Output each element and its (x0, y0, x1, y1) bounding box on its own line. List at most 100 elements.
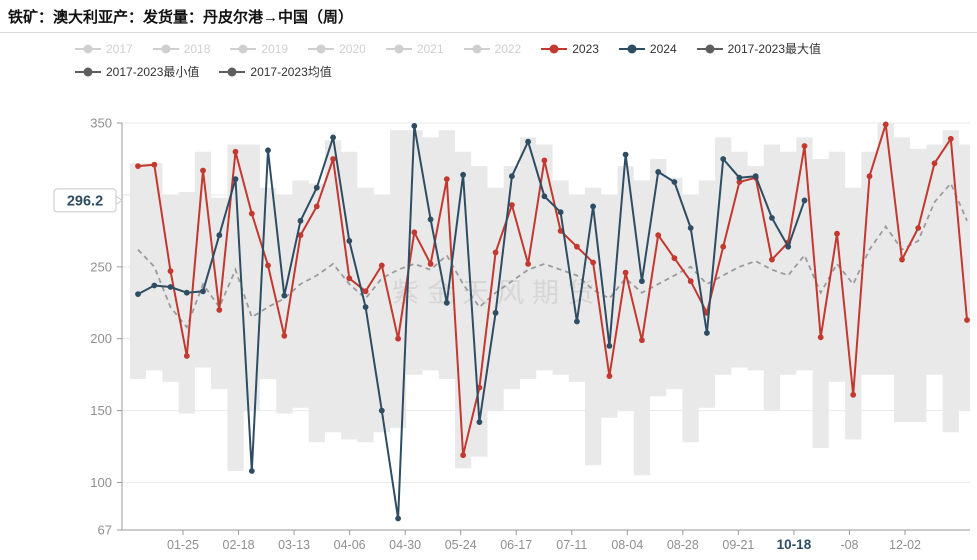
data-point (378, 262, 385, 269)
data-point (281, 332, 288, 339)
series-line-2024 (137, 124, 806, 520)
series-points-2024 (135, 123, 808, 522)
legend-item-max[interactable]: 2017-2023最大值 (696, 40, 822, 57)
legend-row-1: 2017 2018 2019 2020 2021 2022 2023 2024 2017-202… (75, 40, 821, 57)
data-point (574, 318, 580, 325)
data-point (330, 156, 336, 162)
chart-canvas[interactable]: 紫金天风期货 350 250 200 150 100 67 01-25 02-18 03-13 04… (0, 95, 977, 560)
data-point (655, 232, 662, 239)
legend-item-y2021[interactable]: 2021 (385, 41, 444, 56)
y-tick-label: 100 (90, 475, 112, 490)
data-point (346, 238, 353, 244)
legend-label: 2019 (261, 41, 289, 56)
data-point (671, 179, 678, 185)
data-point (736, 174, 743, 181)
legend-item-mean[interactable]: 2017-2023均值 (219, 63, 332, 80)
data-point (590, 259, 596, 266)
watermark: 紫金天风期货 (392, 278, 602, 308)
data-point (720, 156, 727, 162)
data-point (817, 334, 824, 341)
data-point (265, 262, 271, 269)
data-point (639, 337, 645, 344)
data-point (411, 123, 418, 129)
data-point (460, 171, 466, 178)
legend-label: 2021 (416, 41, 444, 56)
current-value-tag-box (53, 188, 117, 213)
data-point (687, 225, 694, 231)
y-tick-label: 250 (90, 259, 112, 274)
legend-marker-icon (385, 44, 412, 53)
x-tick-label: 02-18 (223, 538, 255, 552)
legend-row-2: 2017-2023最小值 2017-2023均值 (75, 63, 332, 80)
data-point (509, 202, 515, 208)
data-point (183, 353, 190, 359)
legend-item-y2020[interactable]: 2020 (308, 42, 366, 56)
data-point (834, 230, 840, 237)
data-point (899, 256, 905, 263)
legend-label: 2024 (649, 41, 677, 56)
data-point (947, 135, 954, 142)
data-point (151, 161, 158, 168)
legend-marker-icon (696, 44, 723, 53)
data-point (313, 203, 320, 210)
data-point (297, 217, 304, 224)
data-point (720, 243, 727, 250)
data-point (801, 143, 808, 149)
data-point (395, 335, 401, 342)
data-point (460, 452, 466, 459)
legend-marker-icon (463, 44, 490, 53)
x-tick-label: 09-21 (722, 538, 754, 552)
x-tick-label: 12-02 (889, 538, 921, 552)
legend-marker-icon (308, 44, 335, 53)
legend-marker-icon (75, 67, 101, 76)
data-point (492, 249, 499, 256)
series-line-2023 (137, 123, 968, 457)
x-tick-label: -08 (840, 538, 858, 552)
x-tick-label: 04-06 (334, 538, 366, 552)
x-tick-label: 03-13 (278, 538, 310, 552)
data-point (525, 261, 531, 267)
legend-item-min[interactable]: 2017-2023最小值 (75, 63, 199, 80)
x-tick-label: 06-17 (500, 538, 532, 552)
data-point (265, 147, 271, 154)
data-point (330, 134, 336, 141)
data-point (167, 284, 174, 290)
x-tick-label: 04-30 (389, 538, 421, 552)
data-point (476, 419, 483, 425)
data-point (411, 229, 418, 236)
data-point (850, 391, 857, 398)
data-point (313, 184, 320, 191)
data-point (443, 299, 450, 306)
data-point (427, 216, 434, 223)
data-point (362, 288, 369, 295)
data-point (395, 515, 401, 522)
legend-marker-icon (541, 44, 568, 53)
data-point (606, 373, 613, 379)
data-point (167, 268, 174, 274)
data-point (964, 317, 970, 323)
data-point (427, 261, 434, 267)
x-tick-label-current: 10-18 (777, 537, 812, 552)
legend-label: 2022 (494, 41, 522, 56)
legend-item-y2024[interactable]: 2024 (618, 41, 677, 56)
data-point (590, 203, 596, 210)
y-tick-label: 350 (90, 116, 112, 131)
data-point (135, 291, 141, 297)
legend-label: 2017 (106, 41, 133, 56)
legend-label: 2017-2023最大值 (727, 42, 822, 56)
legend-item-y2018[interactable]: 2018 (152, 42, 210, 56)
legend-item-y2017[interactable]: 2017 (75, 42, 133, 56)
legend-item-y2022[interactable]: 2022 (463, 41, 522, 56)
y-tick-label: 200 (90, 331, 112, 346)
data-point (541, 157, 548, 164)
legend-item-y2023[interactable]: 2023 (541, 42, 599, 56)
y-tick-label: 150 (90, 403, 112, 418)
current-value-tag: 296.2 (67, 193, 103, 209)
x-tick-label: 07-11 (556, 538, 587, 552)
legend-item-y2019[interactable]: 2019 (230, 42, 288, 56)
data-point (248, 210, 255, 217)
mean-line (137, 181, 968, 329)
legend-marker-icon (219, 67, 246, 76)
data-point (248, 468, 255, 474)
